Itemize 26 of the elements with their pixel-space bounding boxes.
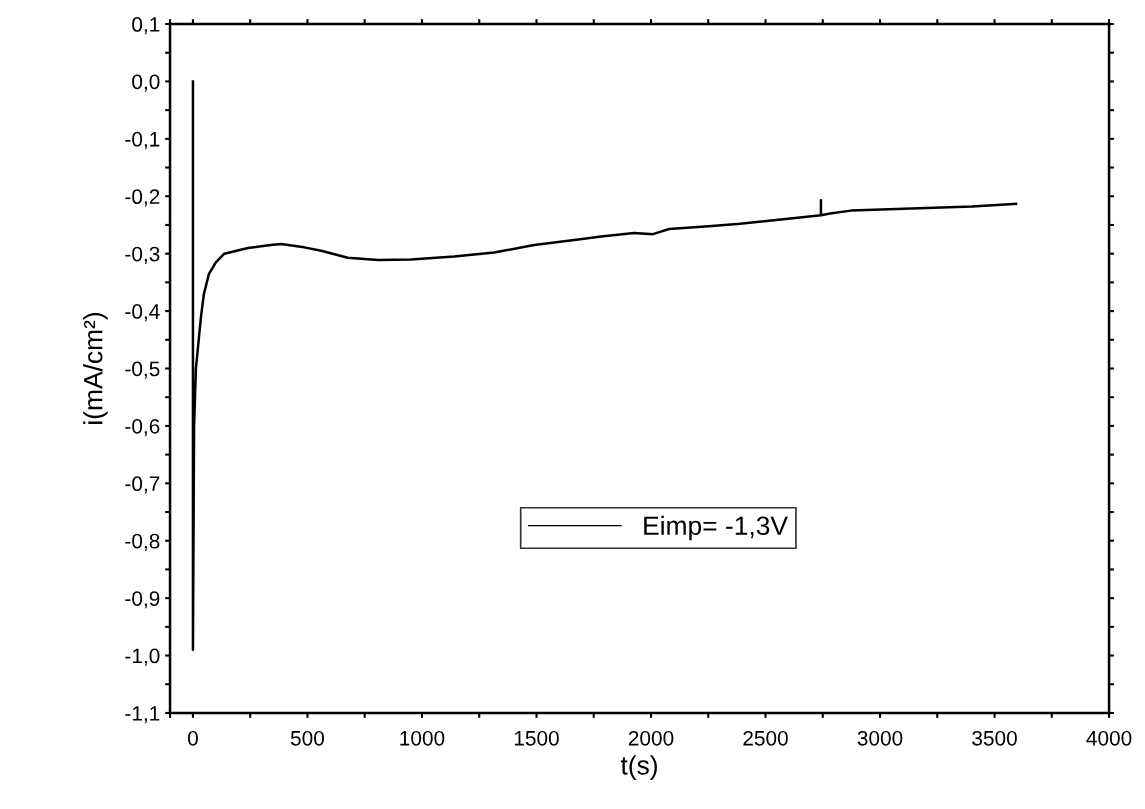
x-tick-label: 500 <box>290 730 325 746</box>
y-tick-label: -0,8 <box>125 533 160 551</box>
line-series <box>191 80 1018 652</box>
legend-label: Eimp= -1,3V <box>644 515 788 541</box>
x-tick-label: 2000 <box>628 730 674 746</box>
y-tick-label: -0,3 <box>125 246 160 264</box>
y-tick-label: -0,2 <box>125 189 160 207</box>
y-tick-label: -0,5 <box>125 361 160 379</box>
y-tick-label: -0,9 <box>125 591 160 609</box>
y-tick-label: -1,1 <box>125 706 160 724</box>
y-tick-label: -0,7 <box>125 476 160 494</box>
y-tick-label: 0,0 <box>132 74 160 92</box>
y-axis-title: i(mA/cm²) <box>83 312 108 424</box>
x-tick-label: 3000 <box>857 730 903 746</box>
x-tick-label: 1000 <box>400 730 445 746</box>
y-tick-label: -1,0 <box>125 648 160 666</box>
x-tick-label: 3500 <box>972 730 1017 746</box>
x-tick-label: 2500 <box>743 730 788 746</box>
x-axis-title: t(s) <box>620 755 657 780</box>
y-tick-label: -0,1 <box>125 131 160 150</box>
x-tick-label: 1500 <box>514 730 559 746</box>
y-tick-label: -0,4 <box>125 304 160 322</box>
x-tick-label: 0 <box>187 730 198 746</box>
x-tick-label: 4000 <box>1086 730 1132 746</box>
y-tick-label: -0,6 <box>125 418 160 437</box>
y-tick-label: 0,1 <box>132 17 160 35</box>
